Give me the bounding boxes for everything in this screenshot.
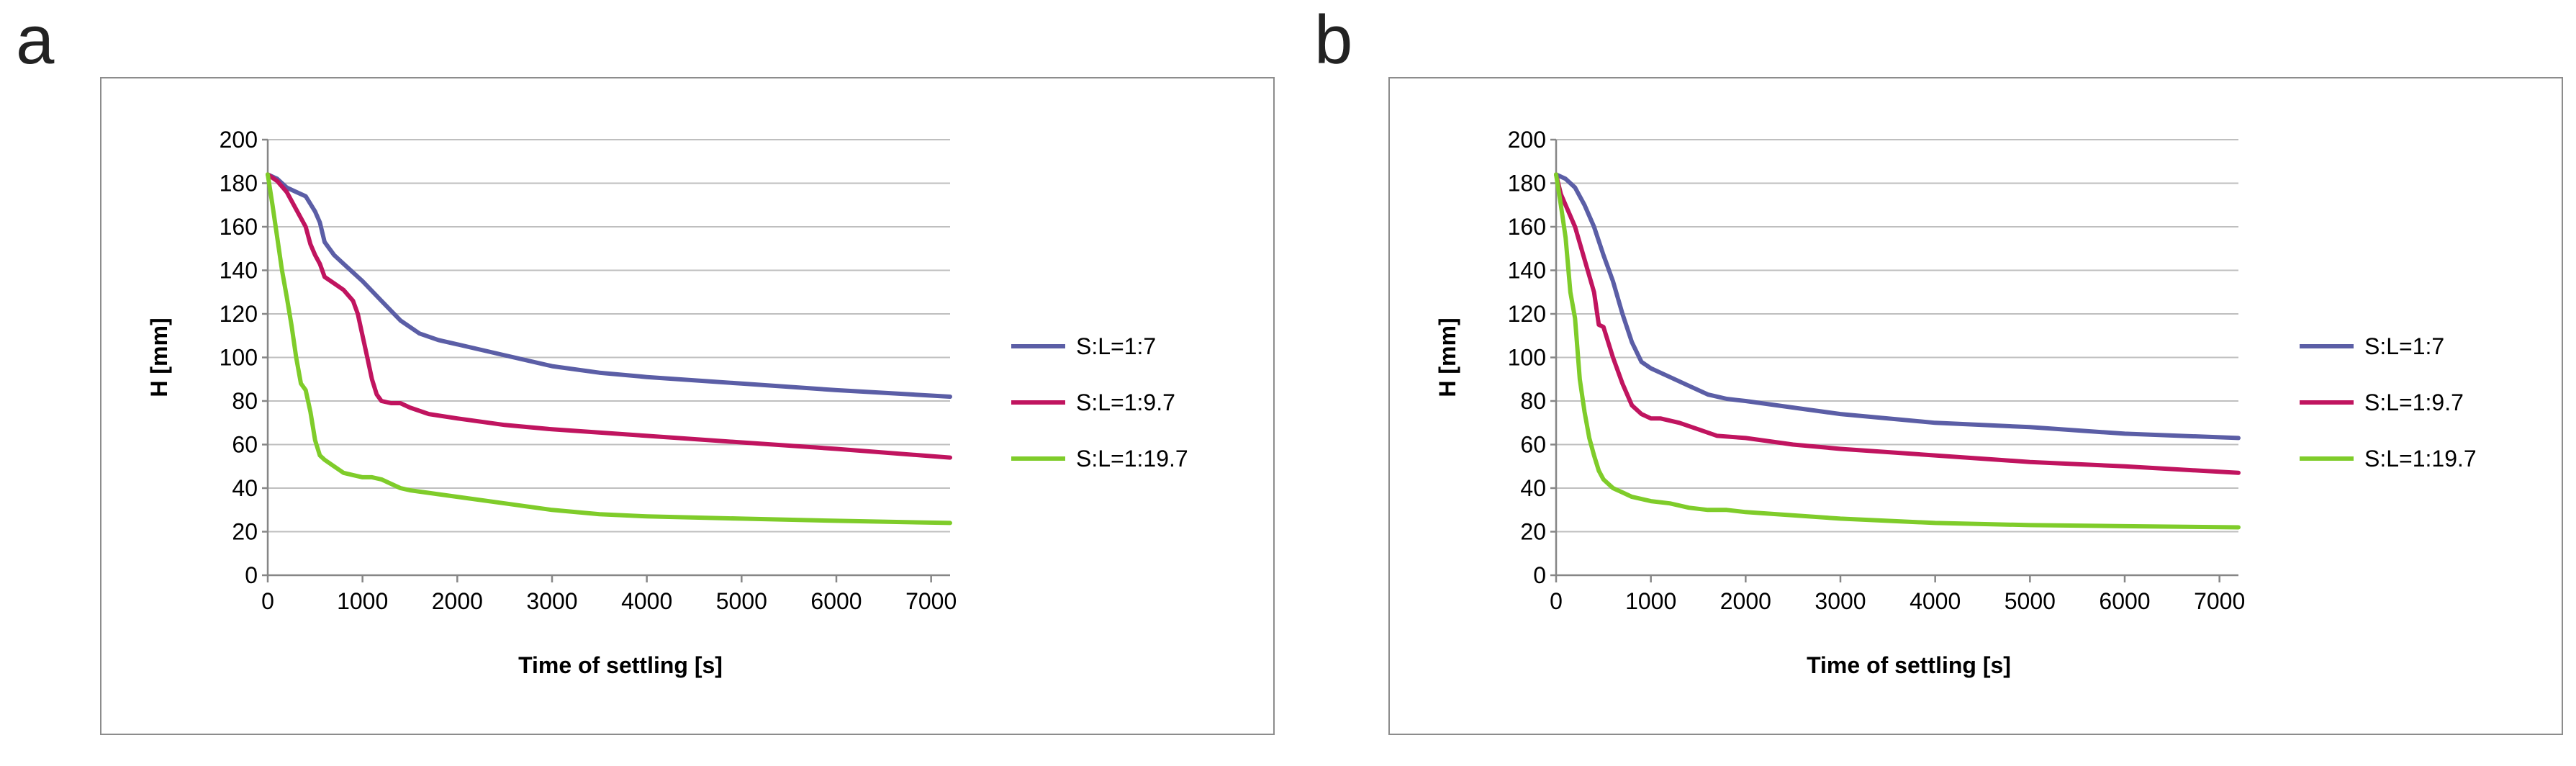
y-tick-label: 0 xyxy=(245,562,258,588)
y-tick-label: 180 xyxy=(220,171,258,197)
legend-label: S:L=1:9.7 xyxy=(2364,389,2464,415)
x-tick-label: 0 xyxy=(1550,588,1563,614)
x-tick-label: 7000 xyxy=(905,588,957,614)
chart-frame xyxy=(100,77,1275,735)
y-tick-label: 120 xyxy=(1508,301,1546,327)
legend-label: S:L=1:19.7 xyxy=(2364,446,2477,472)
y-tick-label: 100 xyxy=(1508,345,1546,371)
y-tick-label: 200 xyxy=(1508,127,1546,153)
chart-panel-b: 0 20 40 60 80 100 120 140 160 180 200 0 1000 2000 3000… xyxy=(1288,0,2576,766)
x-tick-label: 3000 xyxy=(1815,588,1866,614)
y-tick-label: 140 xyxy=(1508,258,1546,284)
x-tick-label: 5000 xyxy=(716,588,767,614)
series-line-3 xyxy=(1554,172,2241,530)
y-axis-title: H [mm] xyxy=(146,317,172,397)
series-line-1 xyxy=(1554,172,2241,441)
x-tick-label: 2000 xyxy=(1720,588,1771,614)
x-tick-label: 6000 xyxy=(2099,588,2150,614)
x-tick-label: 4000 xyxy=(621,588,672,614)
x-tick-label: 6000 xyxy=(810,588,862,614)
y-tick-label: 0 xyxy=(1533,562,1546,588)
series-line-1 xyxy=(266,172,952,399)
y-tick-label: 140 xyxy=(220,258,258,284)
y-tick-label: 120 xyxy=(220,301,258,327)
x-tick-label: 2000 xyxy=(432,588,483,614)
y-tick-label: 40 xyxy=(232,475,258,501)
x-tick-label: 4000 xyxy=(1910,588,1961,614)
x-tick-label: 5000 xyxy=(2005,588,2056,614)
legend-label: S:L=1:7 xyxy=(2364,333,2444,359)
y-tick-label: 160 xyxy=(1508,214,1546,240)
series-line-2 xyxy=(266,172,952,460)
series-line-3 xyxy=(266,172,952,526)
series-line-2 xyxy=(1554,172,2241,475)
legend-label: S:L=1:7 xyxy=(1076,333,1156,359)
y-tick-label: 80 xyxy=(232,388,258,414)
legend-label: S:L=1:9.7 xyxy=(1076,389,1175,415)
y-tick-label: 180 xyxy=(1508,171,1546,197)
panel-b-label: b xyxy=(1314,1,1353,78)
chart-panel-a: 0 20 40 60 80 100 120 140 160 180 200 0 1000 2000 3000… xyxy=(100,77,1275,735)
y-tick-label: 40 xyxy=(1520,475,1546,501)
y-tick-label: 80 xyxy=(1520,388,1546,414)
y-tick-label: 60 xyxy=(1520,432,1546,458)
y-tick-label: 20 xyxy=(232,519,258,545)
y-tick-label: 160 xyxy=(220,214,258,240)
y-tick-label: 100 xyxy=(220,345,258,371)
x-tick-label: 1000 xyxy=(337,588,388,614)
x-tick-label: 7000 xyxy=(2194,588,2245,614)
x-tick-label: 1000 xyxy=(1625,588,1676,614)
x-axis-title: Time of settling [s] xyxy=(1807,652,2011,678)
x-tick-label: 0 xyxy=(261,588,274,614)
y-axis-title: H [mm] xyxy=(1434,317,1460,397)
y-tick-label: 60 xyxy=(232,432,258,458)
y-tick-label: 200 xyxy=(220,127,258,153)
panel-a-label: a xyxy=(16,1,55,78)
x-tick-label: 3000 xyxy=(526,588,577,614)
y-tick-label: 20 xyxy=(1520,519,1546,545)
legend-label: S:L=1:19.7 xyxy=(1076,446,1188,472)
x-axis-title: Time of settling [s] xyxy=(518,652,723,678)
